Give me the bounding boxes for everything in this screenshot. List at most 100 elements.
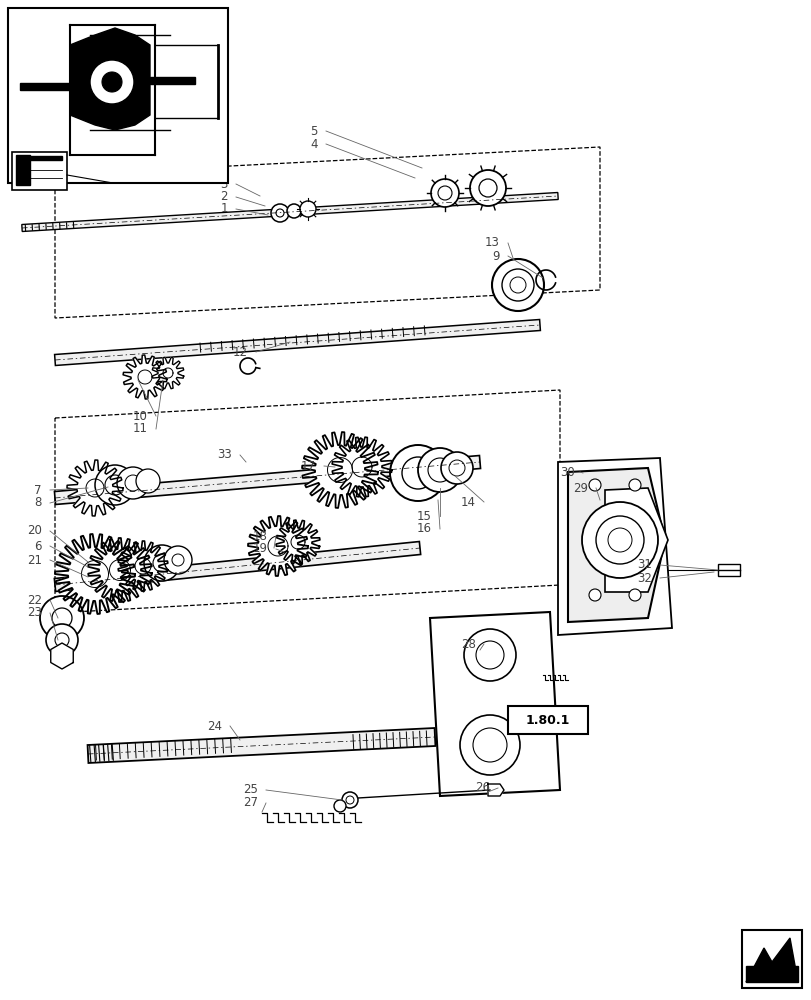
Circle shape bbox=[629, 589, 640, 601]
Polygon shape bbox=[276, 520, 320, 564]
Circle shape bbox=[40, 596, 84, 640]
Polygon shape bbox=[22, 193, 557, 231]
Text: 3: 3 bbox=[221, 178, 228, 191]
Polygon shape bbox=[123, 355, 167, 399]
Text: 13: 13 bbox=[484, 236, 500, 249]
Polygon shape bbox=[54, 320, 540, 365]
Polygon shape bbox=[16, 155, 30, 185]
Text: 5: 5 bbox=[311, 125, 318, 138]
Polygon shape bbox=[55, 534, 135, 614]
Circle shape bbox=[286, 204, 301, 218]
Circle shape bbox=[581, 502, 657, 578]
Circle shape bbox=[629, 479, 640, 491]
Polygon shape bbox=[487, 784, 504, 796]
Circle shape bbox=[475, 641, 504, 669]
Text: 26: 26 bbox=[474, 781, 489, 794]
Circle shape bbox=[271, 204, 289, 222]
Circle shape bbox=[437, 186, 452, 200]
Text: 33: 33 bbox=[217, 448, 232, 462]
Circle shape bbox=[95, 465, 135, 505]
Circle shape bbox=[473, 728, 506, 762]
Text: 4: 4 bbox=[310, 138, 318, 151]
Circle shape bbox=[501, 269, 534, 301]
Polygon shape bbox=[20, 83, 80, 90]
Text: 12: 12 bbox=[233, 346, 247, 359]
Text: 20: 20 bbox=[27, 524, 42, 538]
Circle shape bbox=[55, 633, 69, 647]
Circle shape bbox=[427, 458, 452, 482]
Text: 15: 15 bbox=[417, 510, 431, 522]
Polygon shape bbox=[54, 542, 420, 591]
Text: 32: 32 bbox=[637, 572, 651, 584]
Circle shape bbox=[90, 60, 134, 104]
Text: 16: 16 bbox=[417, 522, 431, 536]
Circle shape bbox=[276, 209, 284, 217]
Text: 25: 25 bbox=[242, 783, 258, 796]
Text: 8: 8 bbox=[35, 496, 42, 510]
Text: 9: 9 bbox=[492, 249, 500, 262]
Text: 1: 1 bbox=[221, 202, 228, 216]
Circle shape bbox=[52, 608, 72, 628]
Circle shape bbox=[152, 554, 171, 572]
Text: 17: 17 bbox=[301, 460, 315, 473]
Polygon shape bbox=[247, 516, 307, 576]
Circle shape bbox=[102, 72, 122, 92]
Text: 11: 11 bbox=[133, 422, 148, 436]
Circle shape bbox=[135, 469, 160, 493]
Circle shape bbox=[389, 445, 445, 501]
Bar bbox=[508, 706, 587, 734]
Text: 29: 29 bbox=[573, 482, 587, 494]
Text: 7: 7 bbox=[34, 484, 42, 496]
Polygon shape bbox=[745, 966, 797, 982]
Circle shape bbox=[172, 554, 184, 566]
Text: 28: 28 bbox=[461, 638, 475, 650]
Text: 27: 27 bbox=[242, 796, 258, 809]
Text: 2: 2 bbox=[221, 190, 228, 204]
Text: 1.80.1: 1.80.1 bbox=[526, 714, 569, 726]
Circle shape bbox=[333, 800, 345, 812]
Text: 24: 24 bbox=[207, 720, 221, 732]
Polygon shape bbox=[302, 432, 377, 508]
Polygon shape bbox=[604, 488, 667, 592]
Circle shape bbox=[125, 475, 141, 491]
Circle shape bbox=[418, 448, 461, 492]
Text: 31: 31 bbox=[637, 558, 651, 572]
Circle shape bbox=[401, 457, 433, 489]
Polygon shape bbox=[430, 612, 560, 796]
Circle shape bbox=[588, 589, 600, 601]
Polygon shape bbox=[745, 938, 797, 982]
Polygon shape bbox=[568, 468, 664, 622]
Circle shape bbox=[431, 179, 458, 207]
Polygon shape bbox=[50, 643, 73, 669]
Polygon shape bbox=[54, 456, 480, 504]
Polygon shape bbox=[67, 460, 122, 516]
Text: 18: 18 bbox=[253, 530, 268, 542]
Circle shape bbox=[448, 460, 465, 476]
Bar bbox=[12, 152, 67, 190]
Circle shape bbox=[470, 170, 505, 206]
Polygon shape bbox=[557, 458, 672, 635]
Text: 10: 10 bbox=[133, 410, 148, 422]
Circle shape bbox=[46, 624, 78, 656]
Polygon shape bbox=[332, 437, 392, 497]
Bar bbox=[8, 8, 228, 183]
Polygon shape bbox=[88, 728, 435, 763]
Circle shape bbox=[164, 546, 191, 574]
Text: 14: 14 bbox=[461, 495, 475, 508]
Polygon shape bbox=[118, 541, 168, 591]
Circle shape bbox=[345, 796, 354, 804]
Text: 6: 6 bbox=[34, 540, 42, 552]
Circle shape bbox=[299, 201, 315, 217]
Circle shape bbox=[595, 516, 643, 564]
Circle shape bbox=[117, 467, 148, 499]
Polygon shape bbox=[70, 28, 150, 130]
Circle shape bbox=[478, 179, 496, 197]
Text: 22: 22 bbox=[27, 593, 42, 606]
Text: 30: 30 bbox=[560, 466, 574, 480]
Bar bbox=[717, 564, 739, 576]
Circle shape bbox=[588, 479, 600, 491]
Text: 19: 19 bbox=[253, 542, 268, 556]
Circle shape bbox=[463, 629, 515, 681]
Polygon shape bbox=[150, 77, 195, 84]
Circle shape bbox=[607, 528, 631, 552]
